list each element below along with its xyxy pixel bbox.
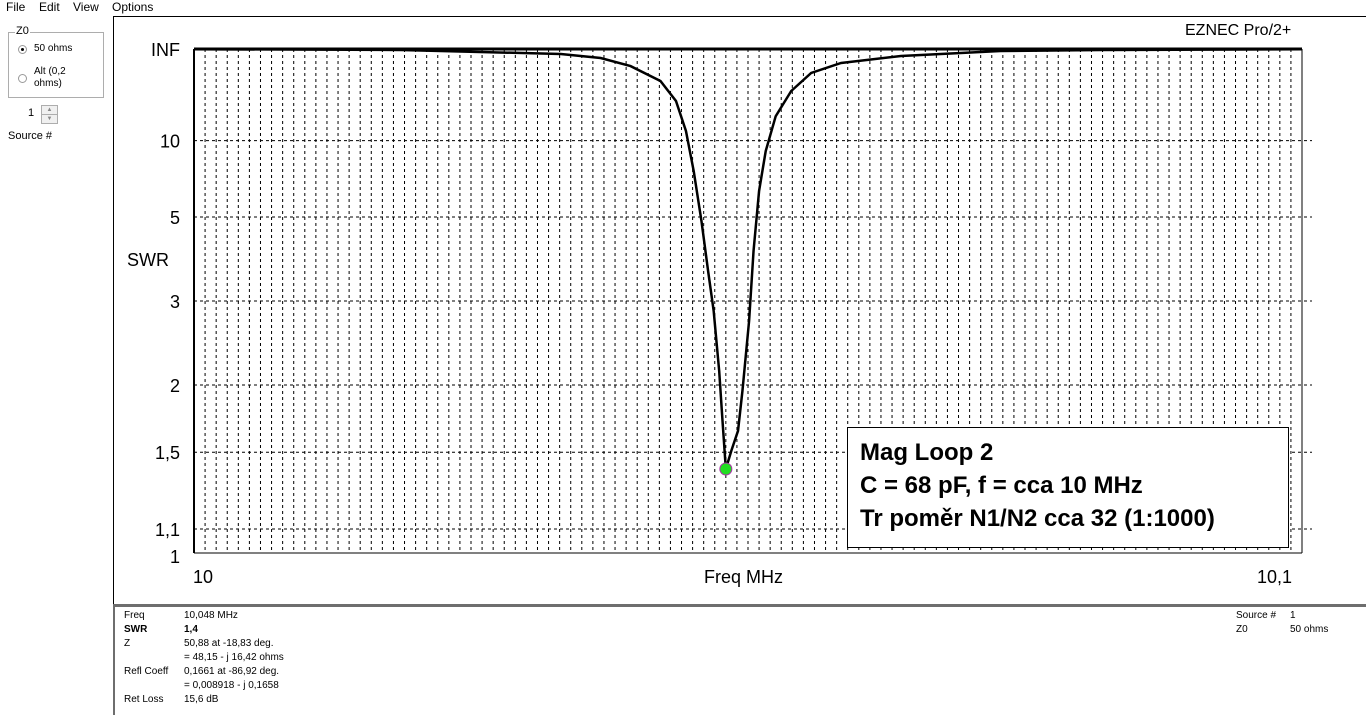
source-number-value[interactable]: 1 — [28, 107, 35, 119]
y-tick-label: 1 — [170, 547, 180, 567]
ret-loss-value: 15,6 dB — [184, 694, 219, 705]
z0-group: Z0 50 ohms Alt (0,2 ohms) — [8, 25, 104, 98]
z-rect-value: = 48,15 - j 16,42 ohms — [184, 652, 284, 663]
swr-value: 1,4 — [184, 624, 198, 635]
menu-edit[interactable]: Edit — [39, 0, 60, 14]
ret-loss-label: Ret Loss — [124, 694, 164, 705]
y-tick-label: 2 — [170, 376, 180, 396]
radio-alt-ohms[interactable] — [18, 74, 27, 83]
swr-plot-window: EZNEC Pro/2+ 1 1,1 1,5 2 3 5 10 INF SWR Freq MH… — [113, 16, 1366, 606]
swr-marker — [719, 462, 733, 476]
y-tick-label: 3 — [170, 292, 180, 312]
menu-view[interactable]: View — [73, 0, 99, 14]
menu-file[interactable]: File — [6, 0, 26, 14]
x-tick-label-max: 10,1 — [1257, 567, 1293, 587]
refl-coeff-label: Refl Coeff — [124, 666, 169, 677]
freq-label: Freq — [124, 610, 145, 621]
swr-label: SWR — [124, 624, 148, 635]
annotation-line-2: C = 68 pF, f = cca 10 MHz — [860, 472, 1143, 499]
x-axis-label: Freq MHz — [704, 567, 784, 587]
y-tick-label: 1,5 — [155, 443, 180, 463]
readout-panel: Freq 10,048 MHz SWR 1,4 Z 50,88 at -18,8… — [113, 604, 1366, 715]
z0-group-title: Z0 — [15, 25, 30, 37]
radio-alt-label[interactable]: Alt (0,2 ohms) — [34, 66, 66, 89]
menu-options[interactable]: Options — [112, 0, 154, 14]
z-polar-value: 50,88 at -18,83 deg. — [184, 638, 274, 649]
z-label: Z — [124, 638, 131, 649]
radio-50-ohms-label[interactable]: 50 ohms — [34, 43, 73, 54]
source-number-readout: 1 — [1290, 610, 1296, 621]
radio-50-ohms[interactable] — [18, 45, 27, 54]
brand-label: EZNEC Pro/2+ — [1185, 22, 1292, 39]
source-number-label: Source # — [1236, 610, 1277, 621]
swr-curve — [193, 47, 1303, 470]
x-tick-label-min: 10 — [193, 567, 214, 587]
source-label: Source # — [8, 130, 53, 142]
annotation-line-3: Tr poměr N1/N2 cca 32 (1:1000) — [860, 505, 1215, 532]
freq-value: 10,048 MHz — [184, 610, 238, 621]
y-tick-label: 10 — [160, 132, 180, 152]
z0-panel: Z0 50 ohms Alt (0,2 ohms) 1 ▲ ▼ Source # — [0, 16, 113, 712]
y-axis-label: SWR — [127, 250, 169, 270]
y-tick-label: 1,1 — [155, 520, 180, 540]
refl-rect-value: = 0,008918 - j 0,1658 — [184, 680, 279, 691]
menu-bar: File Edit View Options — [0, 0, 1366, 16]
source-spin-down[interactable]: ▼ — [41, 114, 58, 124]
z0-label: Z0 — [1236, 624, 1248, 635]
y-tick-label: 5 — [170, 208, 180, 228]
annotation-line-1: Mag Loop 2 — [860, 439, 994, 466]
annotation-box: Mag Loop 2 C = 68 pF, f = cca 10 MHz Tr … — [847, 427, 1289, 548]
y-tick-label: INF — [151, 40, 180, 60]
z0-value: 50 ohms — [1290, 624, 1329, 635]
refl-polar-value: 0,1661 at -86,92 deg. — [184, 666, 280, 677]
